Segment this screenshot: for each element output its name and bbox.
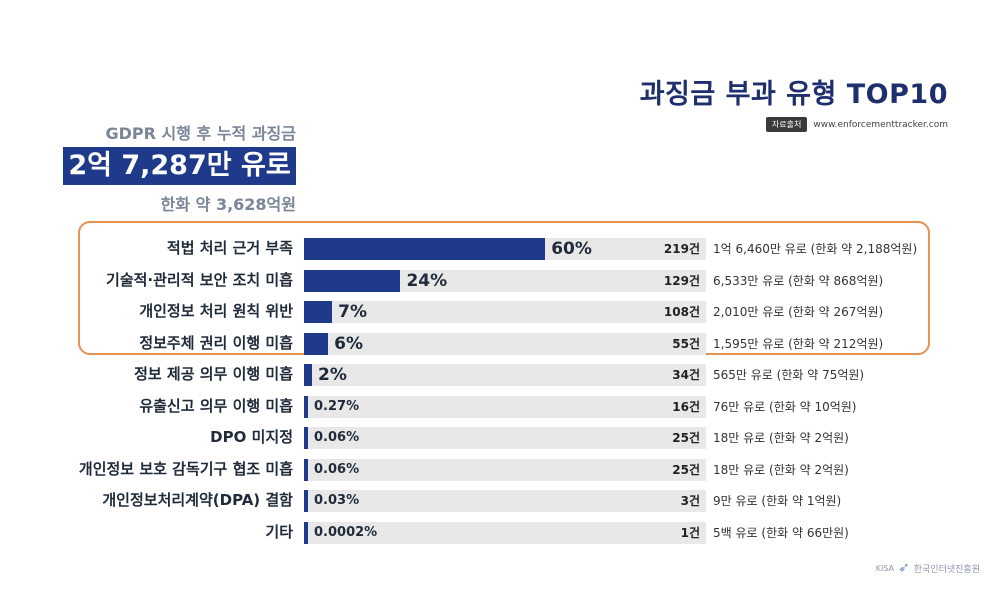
bar-row: 적법 처리 근거 부족 60% 219건 1억 6,460만 유로 (한화 약 2,1… (0, 235, 1000, 261)
bar-row: 정보주체 권리 이행 미흡 6% 55건 1,595만 유로 (한화 약 212억원) (0, 330, 1000, 356)
bar-row: 기술적·관리적 보안 조치 미흡 24% 129건 6,533만 유로 (한화 약 8… (0, 267, 1000, 293)
percent-label: 0.06% (314, 430, 360, 445)
summary-krw: 한화 약 3,628억원 (160, 195, 296, 214)
percent-label: 7% (338, 302, 367, 322)
bar-row: 개인정보처리계약(DPA) 결함 0.03% 3건 9만 유로 (한화 약 1억원) (0, 487, 1000, 513)
amount-label: 1,595만 유로 (한화 약 212억원) (713, 336, 884, 351)
summary-total: 2억 7,287만 유로 (63, 147, 296, 185)
logo-name: 한국인터넷진흥원 (913, 564, 980, 575)
amount-label: 5백 유로 (한화 약 66만원) (713, 525, 849, 540)
bar-track: 0.06% 25건 (304, 458, 706, 481)
count-label: 108건 (663, 305, 700, 319)
percent-label: 0.27% (314, 398, 360, 414)
amount-label: 9만 유로 (한화 약 1억원) (713, 494, 842, 508)
bar-row: DPO 미지정 0.06% 25건 18만 유로 (한화 약 2억원) (0, 424, 1000, 450)
count-label: 1건 (680, 525, 700, 540)
count-label: 16건 (672, 399, 700, 414)
amount-label: 76만 유로 (한화 약 10억원) (713, 399, 857, 414)
amount-label: 6,533만 유로 (한화 약 868억원) (713, 273, 884, 288)
amount-label: 18만 유로 (한화 약 2억원) (713, 431, 849, 445)
percent-label: 24% (406, 270, 448, 291)
percent-label: 0.03% (314, 493, 360, 508)
source-credit: 자료출처 www.enforcementtracker.com (765, 117, 948, 132)
bar-row: 개인정보 처리 원칙 위반 7% 108건 2,010만 유로 (한화 약 267억원… (0, 298, 1000, 324)
count-label: 129건 (663, 273, 700, 288)
category-label: 정보 제공 의무 이행 미흡 (134, 365, 293, 383)
bar (304, 301, 333, 323)
category-label: 적법 처리 근거 부족 (166, 239, 293, 257)
bar-track: 2% 34건 (304, 364, 706, 386)
source-tag: 자료출처 (765, 117, 808, 132)
bar-track: 0.27% 16건 (304, 395, 706, 418)
bar-track: 6% 55건 (304, 332, 706, 355)
bar (304, 490, 308, 512)
amount-label: 18만 유로 (한화 약 2억원) (713, 462, 849, 477)
bar-row: 유출신고 의무 이행 미흡 0.27% 16건 76만 유로 (한화 약 10억원) (0, 393, 1000, 419)
category-label: 기타 (265, 522, 293, 541)
amount-label: 1억 6,460만 유로 (한화 약 2,188억원) (713, 242, 918, 256)
bar (304, 458, 308, 481)
chart-title: 과징금 부과 유형 TOP10 (639, 79, 948, 110)
bar-track: 0.0002% 1건 (304, 521, 706, 544)
bar (304, 238, 546, 260)
kisa-swoosh-icon: ➶ (898, 560, 910, 576)
bar (304, 427, 308, 449)
bar (304, 521, 308, 544)
count-label: 25건 (672, 431, 700, 445)
percent-label: 6% (334, 333, 363, 354)
category-label: 개인정보 처리 원칙 위반 (139, 302, 293, 320)
bar-row: 개인정보 보호 감독기구 협조 미흡 0.06% 25건 18만 유로 (한화 약 2… (0, 456, 1000, 482)
bar (304, 364, 313, 386)
count-label: 55건 (672, 336, 700, 351)
source-url: www.enforcementtracker.com (813, 119, 948, 130)
bar-row: 기타 0.0002% 1건 5백 유로 (한화 약 66만원) (0, 519, 1000, 545)
category-label: DPO 미지정 (210, 428, 293, 446)
category-label: 기술적·관리적 보안 조치 미흡 (106, 270, 293, 289)
category-label: 정보주체 권리 이행 미흡 (139, 333, 293, 352)
bar-row: 정보 제공 의무 이행 미흡 2% 34건 565만 유로 (한화 약 75억원) (0, 361, 1000, 387)
kisa-logo: KISA ➶ 한국인터넷진흥원 (876, 560, 980, 576)
bar (304, 332, 329, 355)
logo-mark: KISA (875, 563, 895, 573)
bar-track: 0.03% 3건 (304, 490, 706, 512)
category-label: 유출신고 의무 이행 미흡 (139, 396, 293, 415)
count-label: 25건 (672, 462, 700, 477)
category-label: 개인정보 보호 감독기구 협조 미흡 (78, 459, 293, 478)
bar-track: 60% 219건 (304, 238, 706, 260)
amount-label: 565만 유로 (한화 약 75억원) (713, 368, 865, 382)
amount-label: 2,010만 유로 (한화 약 267억원) (713, 305, 884, 319)
summary-label: GDPR 시행 후 누적 과징금 (105, 124, 296, 143)
count-label: 219건 (663, 242, 700, 256)
bar-track: 0.06% 25건 (304, 427, 706, 449)
percent-label: 60% (551, 239, 592, 259)
percent-label: 0.06% (314, 461, 360, 477)
count-label: 34건 (672, 368, 700, 382)
bar (304, 395, 308, 418)
bar-track: 24% 129건 (304, 269, 706, 292)
count-label: 3건 (680, 494, 700, 508)
bar-track: 7% 108건 (304, 301, 706, 323)
percent-label: 0.0002% (314, 524, 378, 540)
category-label: 개인정보처리계약(DPA) 결함 (102, 491, 293, 509)
bar (304, 269, 401, 292)
percent-label: 2% (318, 365, 347, 385)
